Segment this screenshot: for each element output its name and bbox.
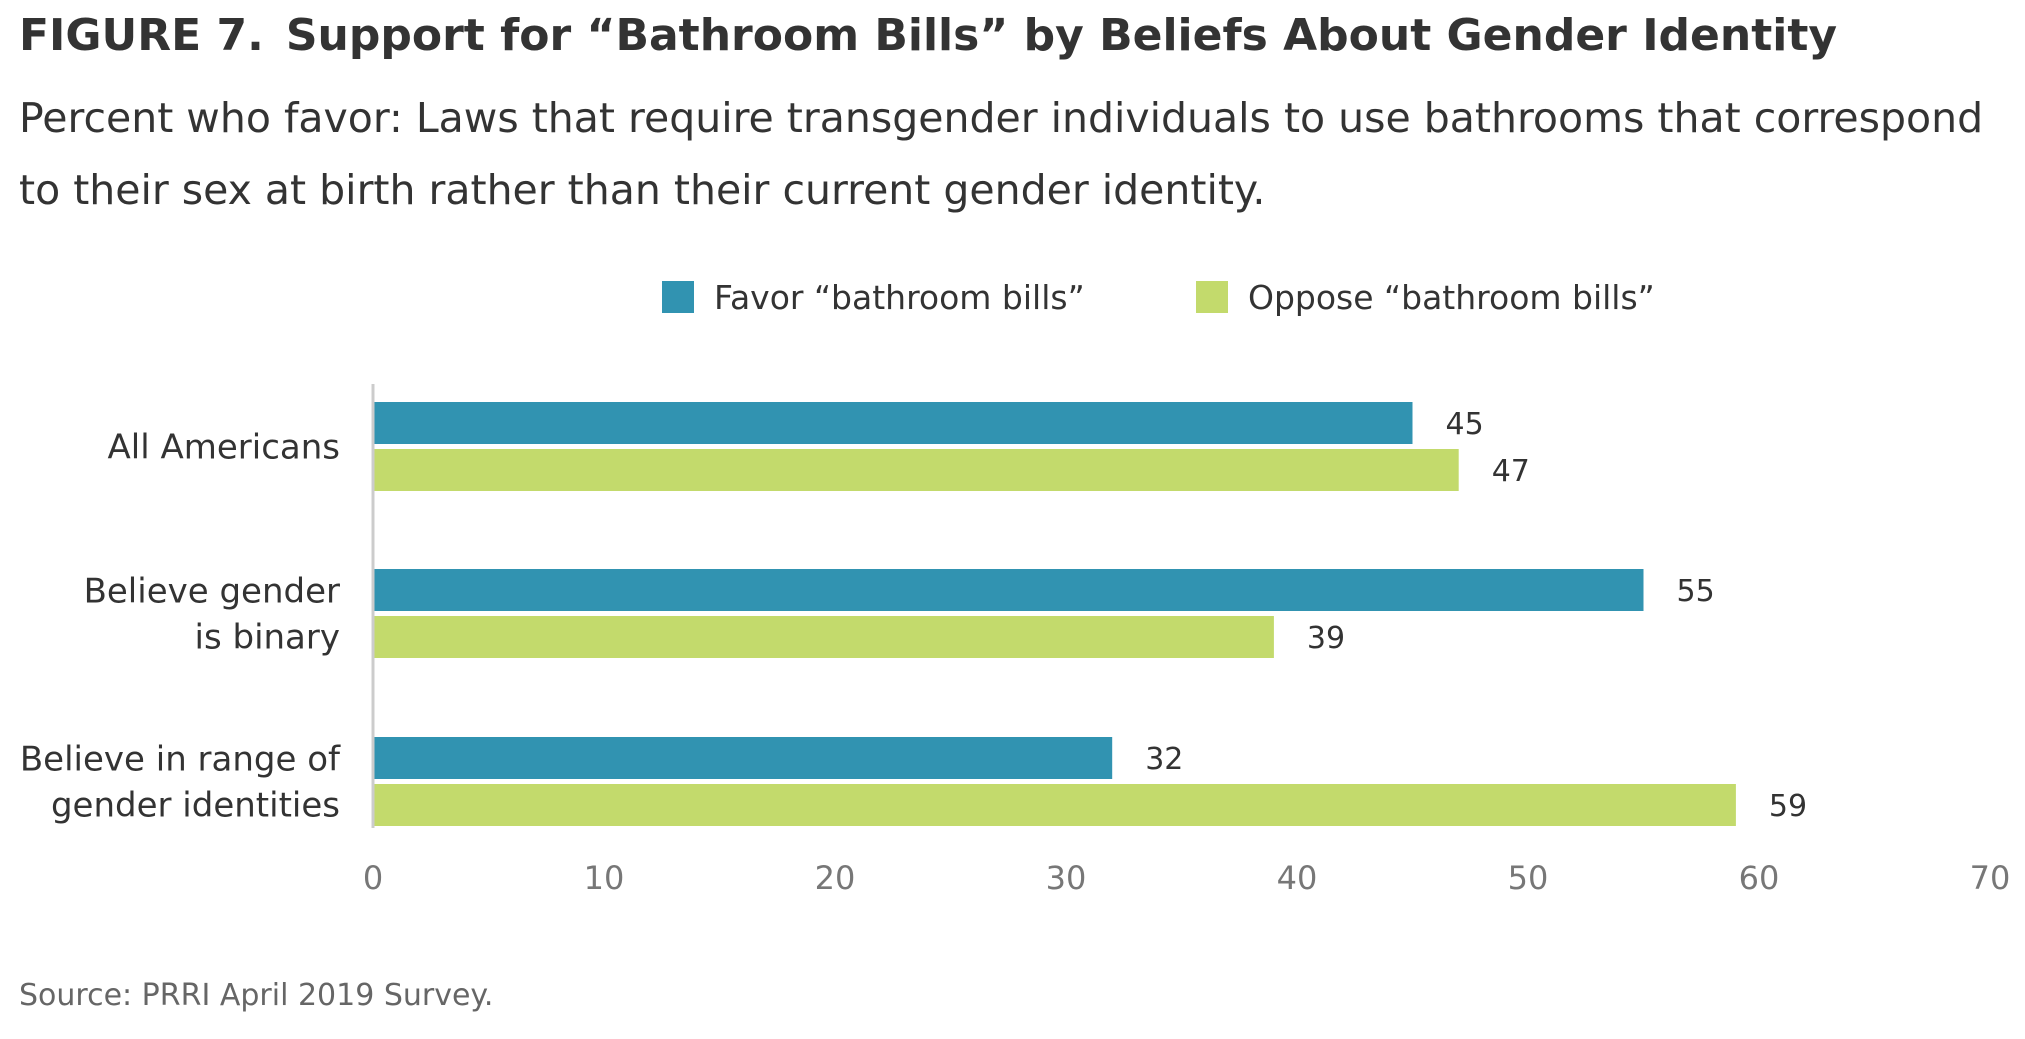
figure-title-text: Support for “Bathroom Bills” by Beliefs … xyxy=(285,10,1838,61)
bar-favor-2 xyxy=(373,737,1113,779)
figure-label: FIGURE 7. xyxy=(19,10,264,61)
x-tick-label-20: 20 xyxy=(815,859,856,897)
figure-title: FIGURE 7. Support for “Bathroom Bills” by… xyxy=(19,10,1837,61)
legend-label-favor: Favor “bathroom bills” xyxy=(714,278,1085,317)
x-tick-label-40: 40 xyxy=(1277,859,1318,897)
bar-favor-0 xyxy=(373,402,1413,444)
bar-favor-1 xyxy=(373,569,1644,611)
data-label-favor-1: 55 xyxy=(1677,574,1715,609)
data-label-oppose-0: 47 xyxy=(1492,454,1530,489)
legend-swatch-favor xyxy=(662,281,694,313)
source-note: Source: PRRI April 2019 Survey. xyxy=(19,978,494,1013)
bar-oppose-0 xyxy=(373,449,1459,491)
data-label-oppose-1: 39 xyxy=(1307,621,1345,656)
x-tick-label-0: 0 xyxy=(363,859,383,897)
x-tick-label-70: 70 xyxy=(1970,859,2011,897)
x-tick-label-50: 50 xyxy=(1508,859,1549,897)
x-tick-label-60: 60 xyxy=(1739,859,1780,897)
x-tick-label-30: 30 xyxy=(1046,859,1087,897)
legend-swatch-oppose xyxy=(1196,281,1228,313)
legend-label-oppose: Oppose “bathroom bills” xyxy=(1248,278,1655,317)
category-label-1: Believe gender is binary xyxy=(84,572,340,658)
bar-oppose-2 xyxy=(373,784,1736,826)
bar-chart: Favor “bathroom bills” Oppose “bathroom b… xyxy=(20,278,2011,897)
figure-subtitle: Percent who favor: Laws that require tra… xyxy=(19,94,1984,214)
x-tick-label-10: 10 xyxy=(584,859,625,897)
category-label-0: All Americans xyxy=(108,428,340,468)
bar-oppose-1 xyxy=(373,616,1274,658)
data-label-oppose-2: 59 xyxy=(1769,789,1807,824)
data-label-favor-2: 32 xyxy=(1145,742,1183,777)
category-label-2: Believe in range of gender identities xyxy=(20,740,341,826)
data-label-favor-0: 45 xyxy=(1446,407,1484,442)
